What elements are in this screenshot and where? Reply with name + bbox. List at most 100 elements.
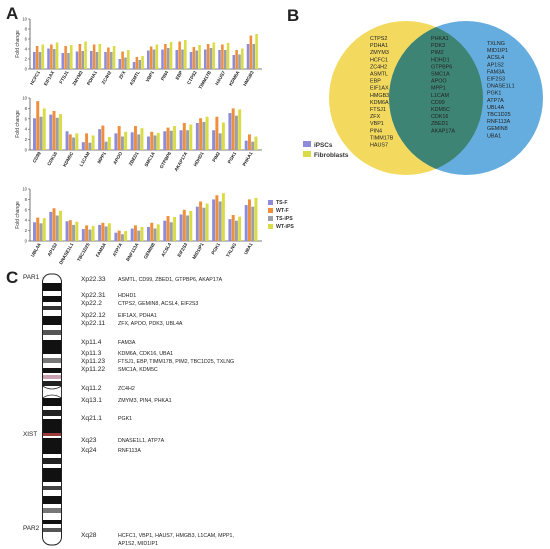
venn-left-gene: ZC4H2 [370, 64, 387, 70]
bar-wt-f-akap17a [182, 122, 186, 150]
bar-ts-ips-uba1 [251, 206, 255, 241]
bar-ts-ips-ftsj1 [67, 53, 70, 69]
y-tick-label: 0 [25, 67, 28, 72]
bar-ts-ips-acsl4 [169, 222, 173, 241]
bar-wt-f-hdhd1 [199, 118, 203, 150]
chromosome-group: PAR1 XIST PAR2 Xp22.33 ASMTL, CD99, ZBED1, G… [23, 273, 234, 547]
bar-wt-ips-pin4 [169, 42, 173, 69]
venn-overlap-gene: KDM5C [431, 107, 450, 113]
venn-overlap-gene: SMC1A [431, 72, 450, 78]
bar-wt-f-rnf113a [133, 225, 137, 241]
bar-wt-f-phka1 [247, 134, 251, 150]
bar-ts-f-acsl4 [163, 220, 167, 241]
bar-wt-f-apoo [117, 126, 121, 150]
category-label: PGK1 [227, 151, 238, 165]
bar-wt-ips-txlng [238, 216, 242, 241]
category-label: VBP1 [145, 70, 156, 83]
legend-label: WT-iPS [276, 224, 294, 230]
bar-wt-ips-pgk1 [221, 193, 225, 241]
category-label: MPP1 [96, 151, 107, 165]
bar-wt-ips-hdhd1 [205, 116, 209, 150]
bar-ts-ips-zbed1 [137, 134, 141, 150]
bar-wt-f-ebp [178, 41, 181, 69]
bar-wt-ips-uba1 [254, 197, 258, 241]
bar-ts-f-akap17a [179, 130, 183, 150]
bar-ts-f-l1cam [81, 142, 85, 150]
venn-right-gene: TXLNG [487, 41, 505, 47]
bar-ts-f-haus7 [218, 50, 221, 69]
panel-label-c: C [6, 268, 19, 287]
venn-left-gene: HMGB3 [370, 93, 389, 99]
bar-ts-f-eif1ax [47, 48, 50, 69]
category-label: APOO [112, 151, 123, 166]
bar-ts-f-ebp [175, 50, 179, 69]
bar-ts-f-pin4 [161, 49, 164, 69]
chromosome-band [43, 340, 61, 354]
venn-right-gene: UBA1 [487, 133, 501, 139]
band-label: Xq11.2 [81, 385, 102, 392]
bar-wt-f-pin4 [164, 44, 167, 69]
y-tick-label: 8 [25, 27, 28, 32]
bar-wt-ips-ebp [184, 40, 187, 69]
bar-ts-ips-gtpbp6 [169, 130, 173, 150]
bar-wt-ips-tbc1d25 [91, 225, 95, 241]
bar-ts-ips-pin4 [166, 48, 170, 69]
bar-ts-ips-pgk1 [218, 201, 222, 241]
chromosome-band [43, 438, 61, 454]
bar-wt-ips-zfx [127, 50, 130, 69]
band-genes: ASMTL, CD99, ZBED1, GTPBP6, AKAP17A [118, 277, 223, 283]
chromosome-band [43, 358, 61, 363]
bar-ts-ips-txlng [234, 220, 238, 241]
bar-wt-f-mid1ip1 [199, 201, 203, 241]
venn-left-gene: ZFX [370, 114, 381, 120]
chromosome-band [43, 368, 61, 373]
bar-ts-f-kdm6a [232, 55, 236, 69]
band-label: Xq24 [81, 447, 97, 454]
venn-overlap-gene: HDHD1 [431, 57, 450, 63]
bar-wt-f-zfx [121, 51, 124, 69]
bar-ts-ips-ap1s2 [55, 215, 59, 241]
bar-ts-f-zbed1 [130, 132, 134, 150]
chromosome-band [43, 433, 61, 436]
y-tick-label: 4 [25, 127, 28, 132]
bar-wt-ips-mpp1 [107, 137, 111, 150]
bar-ts-f-apoo [114, 133, 118, 150]
bar-ts-f-tbc1d25 [81, 229, 85, 241]
bar-wt-ips-timm17b [212, 42, 216, 69]
bar-wt-f-uba1 [247, 199, 251, 241]
bar-wt-ips-ftsj1 [70, 45, 73, 69]
bar-wt-f-l1cam [85, 133, 89, 150]
venn-left-gene: TIMM17B [370, 135, 394, 141]
bar-ts-ips-vbp1 [152, 49, 156, 69]
bar-ts-ips-cd99 [39, 116, 43, 150]
bar-wt-f-atp7a [117, 230, 121, 241]
legend-label: WT-F [276, 208, 289, 214]
bar-wt-f-kdm6a [235, 50, 238, 69]
bar-wt-f-eif1ax [50, 44, 53, 69]
bar-ts-f-vbp1 [147, 50, 150, 69]
bar-ts-ips-hmgb3 [252, 44, 255, 69]
panel-label-a: A [6, 4, 19, 23]
bar-wt-ips-apoo [124, 131, 128, 150]
bar-wt-ips-haus7 [226, 43, 230, 69]
category-label: ZFX [118, 69, 127, 80]
bar-wt-ips-kdm5c [75, 133, 79, 150]
venn-overlap-gene: GTPBP6 [431, 64, 452, 70]
bar-wt-f-eif2s3 [182, 209, 186, 241]
bar-ts-ips-asmtl [138, 60, 141, 69]
bar-wt-f-zbed1 [133, 126, 137, 150]
bar-wt-ips-akap17a [189, 124, 193, 150]
band-genes: CTPS2, GEMIN8, ACSL4, EIF2S3 [118, 301, 198, 307]
band-genes: FAM3A [118, 340, 136, 346]
venn-left-gene: FTSJ1 [370, 107, 386, 113]
bar-ts-f-atp7a [114, 232, 118, 241]
centromere [42, 385, 62, 399]
bar-ts-f-dnase1l1 [65, 221, 69, 241]
bar-ts-f-uba1 [244, 205, 248, 241]
band-label: Xq28 [81, 532, 97, 539]
band-label: Xp11.4 [81, 339, 102, 346]
bar-ts-ips-kdm6a [238, 54, 241, 69]
venn-left-gene: ZMYM3 [370, 50, 389, 56]
bar-ts-f-kdm5c [65, 131, 69, 150]
